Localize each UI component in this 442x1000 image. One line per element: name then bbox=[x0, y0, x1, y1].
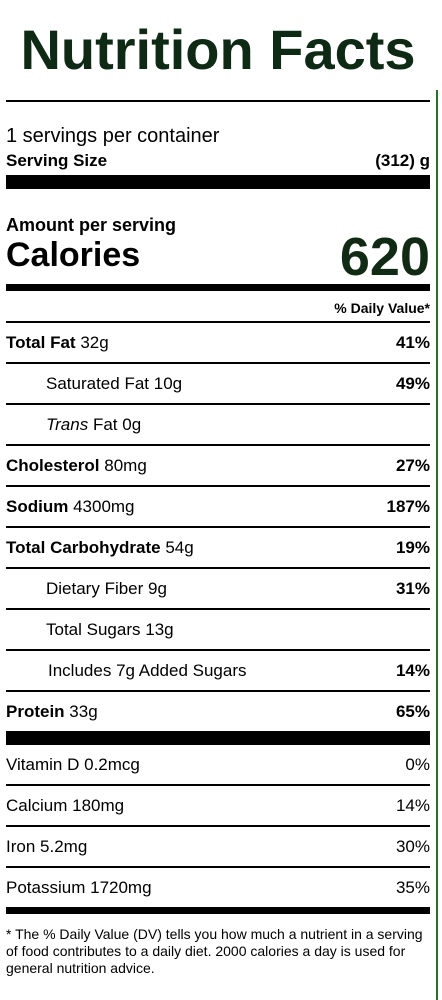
serving-size-label: Serving Size bbox=[6, 151, 108, 170]
calories-value: 620 bbox=[339, 227, 430, 287]
dv-protein: 65% bbox=[395, 701, 430, 721]
footnote: * The % Daily Value (DV) tells you how m… bbox=[6, 926, 423, 976]
dv-dietary-fiber: 31% bbox=[395, 578, 430, 598]
servings-per-container: 1 servings per container bbox=[6, 124, 220, 147]
nutrient-row-protein: Protein 33g 65% bbox=[6, 701, 430, 721]
nutrient-list: Total Fat 32g 41% Saturated Fat 10g 49% … bbox=[6, 323, 430, 731]
daily-value-header: % Daily Value* bbox=[334, 300, 430, 316]
dv-total-carbohydrate: 19% bbox=[395, 537, 430, 557]
calories-label: Calories bbox=[6, 236, 141, 274]
dv-saturated-fat: 49% bbox=[395, 373, 430, 393]
dv-added-sugars: 14% bbox=[395, 660, 430, 680]
nutrient-row-total-sugars: Total Sugars 13g bbox=[6, 610, 430, 651]
nutrient-row-dietary-fiber: Dietary Fiber 9g 31% bbox=[6, 569, 430, 610]
protein-thick-rule bbox=[6, 731, 430, 745]
dv-cholesterol: 27% bbox=[395, 455, 430, 475]
title-rule bbox=[6, 100, 430, 102]
nutrient-row-sodium: Sodium 4300mg 187% bbox=[6, 487, 430, 528]
dv-vitamin-d: 0% bbox=[405, 754, 430, 774]
label-edge bbox=[436, 90, 438, 1000]
dv-potassium: 35% bbox=[395, 877, 430, 897]
vitamin-row-calcium: Calcium 180mg 14% bbox=[6, 786, 430, 827]
dv-header-rule bbox=[6, 321, 430, 323]
serving-size-row: Serving Size (312) g bbox=[6, 147, 430, 175]
footnote-rule bbox=[6, 907, 430, 914]
calories-row: Calories 620 bbox=[6, 230, 430, 284]
nutrient-row-cholesterol: Cholesterol 80mg 27% bbox=[6, 446, 430, 487]
amount-per-serving: Amount per serving bbox=[6, 214, 177, 235]
vitamin-row-vitamin-d: Vitamin D 0.2mcg 0% bbox=[6, 745, 430, 786]
nutrient-row-total-fat: Total Fat 32g 41% bbox=[6, 323, 430, 364]
dv-calcium: 14% bbox=[395, 795, 430, 815]
dv-total-fat: 41% bbox=[395, 332, 430, 352]
calories-rule bbox=[6, 284, 430, 291]
dv-iron: 30% bbox=[395, 836, 430, 856]
nutrient-row-trans-fat: Trans Fat 0g bbox=[6, 405, 430, 446]
vitamin-row-iron: Iron 5.2mg 30% bbox=[6, 827, 430, 868]
nutrient-row-saturated-fat: Saturated Fat 10g 49% bbox=[6, 364, 430, 405]
vitamin-list: Vitamin D 0.2mcg 0% Calcium 180mg 14% Ir… bbox=[6, 745, 430, 907]
vitamin-row-potassium: Potassium 1720mg 35% bbox=[6, 877, 430, 897]
label-title: Nutrition Facts bbox=[20, 18, 416, 81]
nutrient-row-added-sugars: Includes 7g Added Sugars 14% bbox=[6, 651, 430, 692]
dv-sodium: 187% bbox=[386, 496, 430, 516]
serving-thick-rule bbox=[6, 175, 430, 189]
nutrient-row-total-carbohydrate: Total Carbohydrate 54g 19% bbox=[6, 528, 430, 569]
serving-size-value: (312) g bbox=[375, 151, 430, 170]
